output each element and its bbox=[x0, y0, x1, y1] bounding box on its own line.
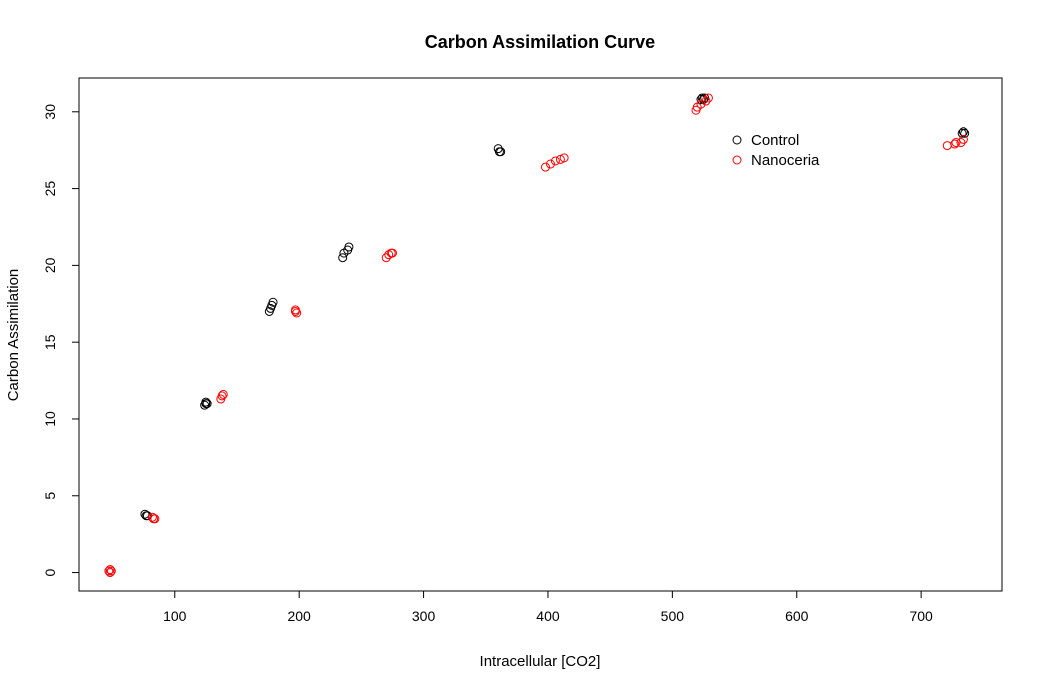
control-point bbox=[344, 242, 354, 252]
x-tick-label: 700 bbox=[909, 608, 933, 624]
nanoceria-point bbox=[950, 139, 960, 149]
control-point bbox=[201, 397, 211, 407]
legend-marker-nanoceria bbox=[732, 155, 742, 165]
control-point bbox=[202, 399, 212, 409]
nanoceria-point bbox=[701, 96, 711, 106]
x-axis: 100 200 300 400 500 600 700 bbox=[163, 590, 933, 624]
nanoceria-point bbox=[559, 153, 569, 163]
x-axis-label: Intracellular [CO2] bbox=[480, 653, 601, 670]
control-point bbox=[140, 509, 150, 519]
nanoceria-point bbox=[951, 138, 961, 148]
nanoceria-point bbox=[703, 93, 713, 103]
y-tick-label: 5 bbox=[42, 492, 58, 500]
control-point bbox=[698, 95, 708, 105]
y-tick-label: 15 bbox=[42, 334, 58, 350]
x-tick-label: 300 bbox=[412, 608, 436, 624]
nanoceria-point bbox=[105, 568, 115, 578]
x-tick-label: 100 bbox=[163, 608, 187, 624]
x-tick-label: 200 bbox=[287, 608, 311, 624]
nanoceria-point bbox=[218, 389, 228, 399]
nanoceria-point bbox=[150, 514, 160, 524]
nanoceria-point bbox=[942, 141, 952, 151]
nanoceria-point bbox=[387, 248, 397, 258]
nanoceria-point bbox=[147, 512, 157, 522]
nanoceria-point bbox=[105, 564, 115, 574]
y-tick-label: 25 bbox=[42, 181, 58, 197]
nanoceria-point bbox=[104, 566, 114, 576]
nanoceria-point bbox=[696, 99, 706, 109]
control-point bbox=[496, 147, 506, 157]
x-tick-label: 600 bbox=[785, 608, 809, 624]
y-axis-label: Carbon Assimilation bbox=[5, 269, 22, 402]
y-tick-label: 10 bbox=[42, 411, 58, 427]
legend-marker-control bbox=[732, 135, 742, 145]
control-point bbox=[338, 253, 348, 263]
y-tick-label: 30 bbox=[42, 104, 58, 120]
nanoceria-point bbox=[540, 162, 550, 172]
nanoceria-point bbox=[545, 159, 555, 169]
data-points bbox=[104, 93, 970, 578]
chart-title: Carbon Assimilation Curve bbox=[425, 32, 655, 52]
plot-frame bbox=[78, 77, 1003, 592]
x-tick-label: 400 bbox=[536, 608, 560, 624]
nanoceria-point bbox=[292, 308, 302, 318]
nanoceria-point bbox=[217, 391, 227, 401]
y-tick-label: 20 bbox=[42, 257, 58, 273]
control-point bbox=[960, 128, 970, 138]
y-axis: 0 5 10 15 20 25 30 bbox=[42, 104, 80, 576]
legend-label-nanoceria: Nanoceria bbox=[751, 152, 820, 169]
legend-label-control: Control bbox=[751, 132, 799, 149]
nanoceria-point bbox=[381, 253, 391, 263]
nanoceria-point bbox=[550, 156, 560, 166]
nanoceria-point bbox=[956, 138, 966, 148]
y-tick-label: 0 bbox=[42, 568, 58, 576]
control-point bbox=[268, 297, 278, 307]
legend: Control Nanoceria bbox=[732, 132, 820, 169]
nanoceria-point bbox=[106, 566, 116, 576]
nanoceria-point bbox=[958, 134, 968, 144]
x-tick-label: 500 bbox=[661, 608, 685, 624]
control-point bbox=[957, 128, 967, 138]
